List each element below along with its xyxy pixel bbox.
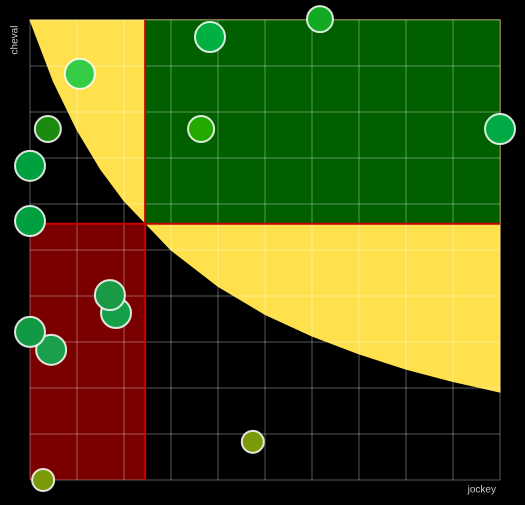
point bbox=[14, 149, 46, 182]
point bbox=[194, 21, 227, 54]
point bbox=[33, 115, 62, 144]
point bbox=[14, 315, 46, 348]
point bbox=[14, 205, 46, 238]
point bbox=[240, 429, 265, 454]
point bbox=[484, 113, 516, 146]
point bbox=[187, 115, 216, 144]
point bbox=[305, 5, 334, 34]
point bbox=[93, 279, 126, 312]
point bbox=[63, 57, 96, 90]
y-axis-label: cheval bbox=[10, 26, 21, 55]
point bbox=[35, 333, 68, 366]
x-axis-label: jockey bbox=[467, 485, 496, 496]
point bbox=[31, 468, 56, 492]
